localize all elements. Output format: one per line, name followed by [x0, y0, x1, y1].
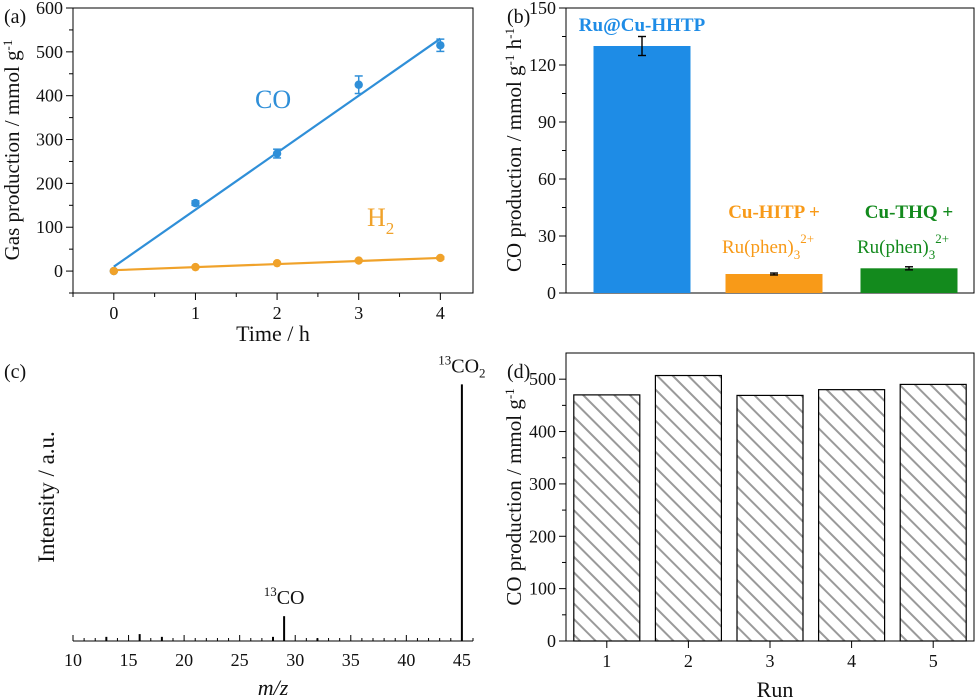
panel-a-series-label-h2: H2	[367, 203, 394, 238]
panel-c-ylabel: Intensity / a.u.	[34, 431, 59, 563]
panel-a-label: (a)	[4, 6, 26, 28]
panel-a-ytick-label: 400	[36, 86, 63, 106]
panel-c-peak-annotation: 13CO	[264, 584, 305, 609]
panel-a-point-CO	[272, 149, 282, 158]
panel-a-series-label-co: CO	[255, 85, 291, 114]
panel-d-xtick-label: 2	[684, 651, 693, 671]
panel-c-peak-annotation: 13CO2	[438, 352, 485, 380]
panel-a-xtick-label: 3	[354, 303, 363, 323]
panel-a: (a) 0 1 2 3 4 0 100 200 300 400 500 600 CO H2 Time …	[0, 0, 474, 346]
panel-d-ytick-label: 0	[547, 631, 556, 651]
panel-a-point-H2	[436, 253, 445, 263]
panel-a-point-CO	[354, 80, 363, 89]
panel-d-bar	[573, 394, 641, 642]
panel-d-ytick-label: 400	[529, 422, 556, 442]
panel-b-ytick-label: 120	[529, 55, 556, 75]
panel-c-xlabel: m/z	[258, 675, 289, 699]
panel-d-xtick-label: 4	[847, 651, 856, 671]
panel-a-xtick-label: 2	[273, 303, 282, 323]
panel-b-ytick-label: 30	[538, 226, 556, 246]
panel-a-point-H2	[191, 262, 200, 272]
panel-c-xtick-label: 10	[64, 650, 82, 670]
panel-c: (c) 10 15 20 25 30 35 40 45 13CO 13CO2 m/z Inten…	[4, 352, 486, 699]
panel-a-ytick-label: 100	[36, 217, 63, 237]
panel-a-xtick-label: 1	[191, 303, 200, 323]
panel-a-ytick-label: 600	[36, 0, 63, 18]
panel-a-point-H2	[354, 256, 363, 265]
panel-a-ylabel: Gas production / mmol g-1	[0, 40, 24, 261]
panel-a-xtick-label: 4	[436, 303, 445, 323]
panel-b-ytick-label: 60	[538, 169, 556, 189]
panel-d-xtick-label: 5	[929, 651, 938, 671]
panel-c-xtick-label: 20	[175, 650, 193, 670]
panel-b-bar-label: Cu-THQ +	[865, 202, 953, 223]
panel-d-xtick-label: 3	[766, 651, 775, 671]
panel-c-xtick-label: 40	[397, 650, 415, 670]
panel-d: (d) 0 100 200 300 400 500 1 2 3 4 5 Run CO produc…	[502, 352, 975, 699]
panel-d-bar	[654, 374, 723, 642]
panel-a-ytick-label: 200	[36, 173, 63, 193]
panel-d-ytick-label: 100	[529, 579, 556, 599]
panel-d-xtick-label: 1	[602, 651, 611, 671]
panel-d-bar	[736, 394, 804, 642]
panel-c-xtick-label: 25	[231, 650, 249, 670]
panel-d-bar	[899, 383, 967, 642]
panel-b-ytick-label: 90	[538, 112, 556, 132]
panel-a-point-CO	[436, 41, 445, 50]
panel-b-bar	[860, 268, 958, 293]
panel-a-ytick-label: 500	[36, 42, 63, 62]
panel-d-xlabel: Run	[757, 677, 794, 699]
panel-b-bar-label-formula: Ru(phen)32+	[857, 231, 949, 262]
panel-c-xtick-label: 45	[453, 650, 471, 670]
panel-b: (b) 0 30 60 90 120 150 Ru@Cu-HHTP Cu-HITP + Ru(…	[502, 0, 975, 303]
panel-b-ytick-label: 150	[529, 0, 556, 18]
panel-c-xtick-label: 30	[286, 650, 304, 670]
panel-d-ylabel: CO production / mmol g-1	[502, 388, 527, 605]
panel-c-xtick-label: 35	[342, 650, 360, 670]
panel-b-ylabel: CO production / mmol g-1 h-1	[502, 28, 527, 272]
panel-b-bar-label: Ru@Cu-HHTP	[579, 15, 706, 36]
panel-d-ytick-label: 500	[529, 369, 556, 389]
panel-a-frame	[72, 7, 474, 294]
panel-b-bar	[593, 46, 691, 293]
panel-a-point-CO	[191, 198, 200, 208]
panel-d-label: (d)	[507, 361, 530, 383]
panel-a-point-H2	[272, 258, 282, 268]
panel-b-label: (b)	[507, 6, 530, 28]
panel-d-bar	[817, 389, 886, 642]
panel-b-bar-label-formula: Ru(phen)32+	[722, 231, 814, 262]
panel-a-xlabel: Time / h	[236, 321, 310, 346]
panel-b-ytick-label: 0	[547, 283, 556, 303]
panel-c-label: (c)	[4, 361, 26, 383]
panel-c-xtick-label: 15	[120, 650, 138, 670]
panel-a-ytick-label: 0	[54, 261, 63, 281]
panel-a-point-H2	[109, 266, 119, 276]
panel-a-xtick-label: 0	[109, 303, 118, 323]
panel-a-ytick-label: 300	[36, 130, 63, 150]
panel-d-ytick-label: 300	[529, 474, 556, 494]
panel-b-bar-label: Cu-HITP +	[728, 202, 820, 223]
panel-b-bar	[725, 274, 823, 293]
panel-d-ytick-label: 200	[529, 526, 556, 546]
